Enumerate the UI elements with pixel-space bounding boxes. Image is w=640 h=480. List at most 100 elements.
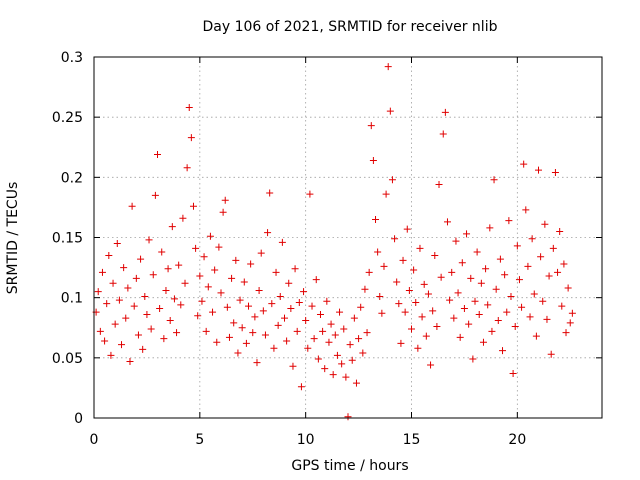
data-point: [240, 278, 248, 286]
data-point: [412, 298, 420, 306]
data-point: [524, 262, 532, 270]
data-point: [115, 296, 123, 304]
data-point: [456, 333, 464, 341]
data-point: [384, 63, 392, 71]
data-point: [183, 164, 191, 172]
y-tick-label: 0.2: [61, 170, 83, 186]
data-point: [198, 297, 206, 305]
data-point: [141, 292, 149, 300]
data-point: [494, 317, 502, 325]
data-point: [211, 266, 219, 274]
data-point: [325, 338, 333, 346]
y-tick-labels: 0 0.05 0.1 0.15 0.2 0.25 0.3: [52, 50, 83, 427]
data-point: [515, 276, 523, 284]
axis-ticks: [93, 56, 602, 419]
data-point: [393, 278, 401, 286]
data-point: [308, 302, 316, 310]
data-point: [215, 243, 223, 251]
data-point: [492, 285, 500, 293]
data-point: [281, 314, 288, 322]
data-point: [105, 252, 113, 260]
data-point: [266, 189, 274, 197]
grid-lines: [94, 57, 602, 418]
data-point: [276, 292, 284, 300]
data-point: [236, 296, 244, 304]
data-point: [551, 169, 559, 177]
data-point: [460, 304, 468, 312]
y-tick-label: 0.3: [61, 50, 83, 66]
data-point: [441, 108, 449, 116]
data-point: [234, 349, 242, 357]
data-point: [501, 271, 509, 279]
y-tick-label: 0.25: [52, 110, 83, 126]
data-point: [439, 130, 447, 138]
data-point: [450, 314, 458, 322]
data-point: [376, 292, 384, 300]
data-point: [532, 332, 540, 340]
data-point: [346, 341, 354, 349]
data-point: [414, 344, 422, 352]
y-tick-label: 0.05: [52, 351, 83, 367]
data-point: [111, 320, 119, 328]
data-point: [255, 286, 263, 294]
data-point: [160, 335, 168, 343]
data-point: [206, 232, 214, 240]
data-point: [149, 271, 157, 279]
data-point: [202, 327, 210, 335]
data-point: [458, 259, 466, 267]
data-point: [348, 356, 356, 364]
data-point: [496, 255, 504, 263]
data-point: [289, 362, 297, 370]
data-point: [554, 268, 562, 276]
data-point: [107, 351, 115, 359]
data-point: [274, 321, 282, 329]
data-point: [204, 283, 212, 291]
data-point: [566, 319, 574, 327]
data-point: [217, 289, 225, 297]
data-point: [162, 286, 170, 294]
data-point: [295, 298, 303, 306]
y-axis-label: SRMTID / TECUs: [5, 182, 21, 295]
data-point: [147, 325, 155, 333]
data-point: [164, 265, 172, 273]
data-point: [118, 341, 126, 349]
data-point: [473, 248, 481, 256]
data-point: [300, 288, 308, 296]
data-point: [134, 331, 142, 339]
x-tick-label: 10: [297, 432, 315, 448]
data-point: [452, 237, 460, 245]
data-point: [357, 303, 365, 311]
data-point: [283, 337, 291, 345]
data-point: [238, 324, 246, 332]
data-point: [560, 260, 568, 268]
data-point: [219, 208, 227, 216]
data-point: [549, 244, 557, 252]
data-point: [242, 339, 250, 347]
data-point: [101, 337, 109, 345]
data-point: [418, 313, 426, 321]
data-point: [209, 308, 217, 316]
data-point: [192, 244, 200, 252]
x-tick-label: 0: [90, 432, 99, 448]
y-tick-label: 0.15: [52, 231, 83, 247]
data-point: [475, 311, 483, 319]
data-point: [257, 249, 265, 257]
data-point: [420, 280, 428, 288]
data-point: [463, 230, 471, 238]
data-point: [128, 202, 136, 210]
data-point: [194, 312, 202, 320]
data-point: [179, 214, 187, 222]
data-point: [310, 335, 318, 343]
data-point: [511, 323, 519, 331]
data-point: [408, 325, 415, 333]
data-point: [293, 327, 301, 335]
chart-title: Day 106 of 2021, SRMTID for receiver nli…: [203, 19, 498, 35]
data-point: [323, 297, 331, 305]
data-point: [537, 253, 545, 261]
data-point: [539, 297, 547, 305]
data-point: [304, 344, 312, 352]
data-point: [297, 383, 305, 391]
data-point: [261, 331, 269, 339]
y-tick-label: 0.1: [61, 291, 83, 307]
data-point: [568, 309, 576, 317]
